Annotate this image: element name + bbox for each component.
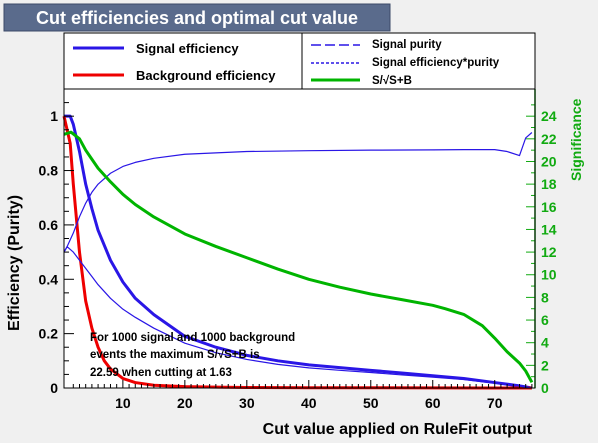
legend-label-signal-efficiency-purity: Signal efficiency*purity	[372, 57, 500, 69]
plot-area	[64, 89, 535, 388]
y2-tick-label: 14	[541, 221, 557, 237]
series-significance	[63, 130, 534, 384]
legend-entry-signal-efficiency-purity: Signal efficiency*purity	[311, 57, 500, 69]
y2-tick-label: 22	[541, 131, 557, 147]
y2-tick-label: 24	[541, 108, 557, 124]
x-tick-label: 20	[177, 395, 193, 411]
title-box	[3, 3, 391, 32]
x-tick-label: 70	[487, 395, 503, 411]
legend-label-significance: S/√S+B	[372, 74, 412, 87]
y2-tick-label: 16	[541, 199, 557, 215]
y2-tick-label: 4	[541, 335, 549, 351]
y-axis-title: Efficiency (Purity)	[6, 195, 23, 331]
x-axis-title: Cut value applied on RuleFit output	[263, 421, 533, 438]
legend-label-signal-efficiency: Signal efficiency	[136, 41, 239, 56]
legend-entry-signal-efficiency: Signal efficiency	[73, 41, 239, 56]
x-tick-label: 60	[425, 395, 441, 411]
y2-axis-title: Significance	[568, 98, 584, 181]
chart-title: Cut efficiencies and optimal cut value	[36, 8, 358, 28]
legend-label-background-efficiency: Background efficiency	[136, 68, 276, 83]
x-tick-label: 30	[239, 395, 255, 411]
annotation-line-2: events the maximum S/√S+B is	[90, 348, 260, 361]
y2-tick-label: 20	[541, 153, 557, 169]
legend-label-signal-purity: Signal purity	[372, 39, 442, 51]
y-tick-label: 0.2	[39, 326, 59, 342]
x-tick-label: 10	[115, 395, 131, 411]
y-tick-label: 0.4	[39, 271, 59, 287]
series-signal-efficiency-purity	[63, 246, 532, 389]
y2-tick-label: 10	[541, 267, 557, 283]
y2-tick-label: 18	[541, 176, 557, 192]
legend-entry-background-efficiency: Background efficiency	[73, 68, 276, 83]
legend-entry-significance: S/√S+B	[311, 74, 412, 87]
y2-tick-label: 2	[541, 357, 549, 373]
plot-frame	[63, 88, 536, 389]
legend-entry-signal-purity: Signal purity	[311, 39, 442, 51]
series-layer	[62, 114, 534, 390]
y-tick-label: 1	[50, 108, 58, 124]
y2-tick-label: 6	[541, 312, 549, 328]
y2-tick-label: 12	[541, 244, 557, 260]
series-signal-purity	[63, 132, 533, 253]
series-signal-efficiency	[64, 114, 533, 390]
y-tick-label: 0.6	[39, 217, 59, 233]
y-tick-label: 0	[50, 380, 58, 396]
axes-layer: 10 20 30 40 50 60 7000.20.40.60.81024681012141…	[39, 89, 557, 411]
annotation-line-1: For 1000 signal and 1000 background	[90, 332, 295, 344]
y2-tick-label: 8	[541, 289, 549, 305]
x-tick-label: 40	[301, 395, 317, 411]
x-tick-label: 50	[363, 395, 379, 411]
legend-left	[63, 32, 303, 90]
annotation-line-3: 22.59 when cutting at 1.63	[90, 367, 232, 379]
y-tick-label: 0.8	[39, 163, 59, 179]
max-significance-annotation: For 1000 signal and 1000 background even…	[90, 332, 295, 379]
y2-tick-label: 0	[541, 380, 549, 396]
